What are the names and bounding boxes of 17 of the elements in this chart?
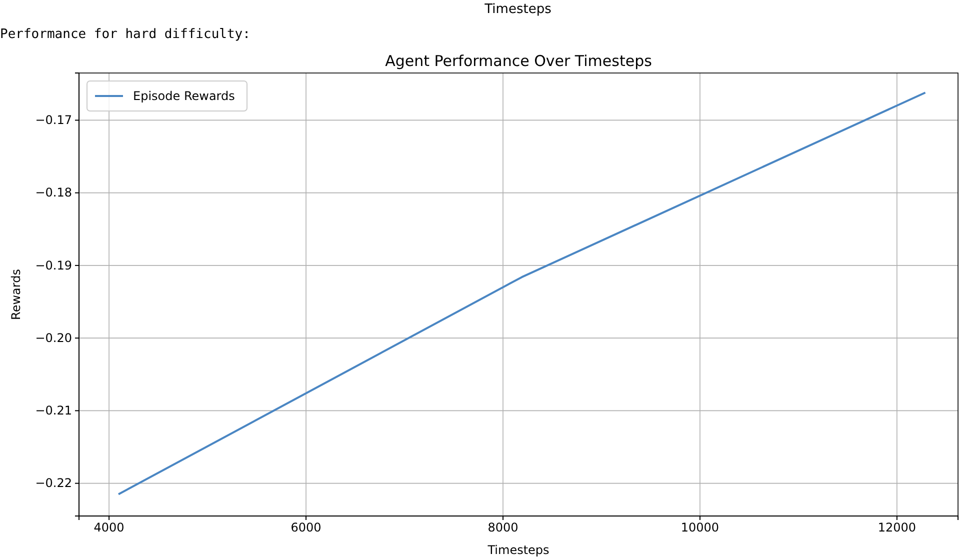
y-tick-label: −0.18 bbox=[35, 186, 72, 200]
text: Timesteps bbox=[484, 2, 552, 17]
chart-title: Agent Performance Over Timesteps bbox=[385, 52, 652, 70]
x-tick-label: 6000 bbox=[290, 520, 322, 535]
x-axis-title: Timesteps bbox=[486, 543, 550, 557]
y-tick-label: −0.21 bbox=[35, 404, 72, 418]
x-tick-label: 12000 bbox=[878, 520, 916, 535]
x-tick-label: 4000 bbox=[94, 520, 124, 535]
y-tick-label: −0.22 bbox=[35, 476, 72, 490]
x-tick-label: 8000 bbox=[488, 520, 518, 535]
y-tick-label: −0.20 bbox=[35, 330, 72, 345]
x-tick-label: 10000 bbox=[680, 520, 720, 535]
y-axis-title: Rewards bbox=[9, 269, 23, 320]
legend-label: Episode Rewards bbox=[133, 89, 235, 103]
text: Performance for hard difficulty: bbox=[0, 27, 250, 42]
y-tick-label: −0.17 bbox=[35, 113, 72, 128]
y-tick-label: −0.19 bbox=[35, 258, 72, 272]
